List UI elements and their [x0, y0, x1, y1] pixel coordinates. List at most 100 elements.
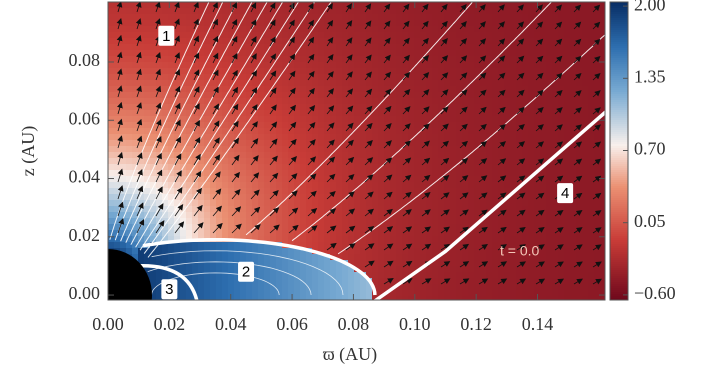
field-cell — [582, 152, 589, 159]
field-cell — [426, 254, 433, 261]
field-cell — [258, 170, 265, 177]
field-cell — [468, 56, 475, 63]
vector-arrow — [478, 244, 488, 251]
field-cell — [228, 50, 235, 57]
vector-arrow — [592, 261, 602, 268]
field-cell — [192, 206, 199, 213]
field-cell — [504, 254, 511, 261]
field-cell — [144, 146, 151, 153]
field-cell — [432, 50, 439, 57]
field-cell — [300, 8, 307, 15]
field-cell — [588, 206, 595, 213]
field-cell — [576, 32, 583, 39]
colorbar-cell — [610, 24, 628, 27]
field-cell — [546, 98, 553, 105]
field-cell — [168, 146, 175, 153]
field-cell — [258, 206, 265, 213]
field-cell — [228, 146, 235, 153]
field-cell — [420, 164, 427, 171]
field-cell — [348, 266, 355, 273]
field-cell — [534, 218, 541, 225]
colorbar-cell — [610, 132, 628, 135]
field-cell — [312, 284, 319, 291]
field-cell — [330, 200, 337, 207]
field-cell — [438, 140, 445, 147]
field-cell — [486, 38, 493, 45]
field-cell — [564, 134, 571, 141]
field-cell — [144, 140, 151, 147]
vector-arrow — [516, 192, 526, 200]
vector-arrow — [535, 38, 544, 47]
field-cell — [378, 194, 385, 201]
field-cell — [492, 176, 499, 183]
field-cell — [258, 158, 265, 165]
vector-arrow — [288, 2, 295, 13]
field-cell — [246, 152, 253, 159]
colorbar-cell — [610, 192, 628, 195]
field-cell — [594, 182, 601, 189]
field-cell — [318, 296, 325, 300]
field-cell — [480, 284, 487, 291]
field-cell — [444, 224, 451, 231]
vector-arrow — [117, 168, 124, 183]
field-cell — [540, 8, 547, 15]
field-cell — [354, 38, 361, 45]
field-cell — [558, 50, 565, 57]
field-cell — [408, 68, 415, 75]
field-cell — [198, 32, 205, 39]
field-cell — [300, 236, 307, 243]
field-cell — [582, 26, 589, 33]
field-cell — [360, 158, 367, 165]
vector-arrow — [459, 3, 467, 13]
field-cell — [174, 14, 181, 21]
field-cell — [504, 206, 511, 213]
field-cell — [234, 194, 241, 201]
field-cell — [330, 152, 337, 159]
field-cell — [456, 56, 463, 63]
field-cell — [504, 260, 511, 267]
colorbar-cell — [610, 242, 628, 245]
field-cell — [384, 32, 391, 39]
field-cell — [282, 50, 289, 57]
field-cell — [468, 158, 475, 165]
field-cell — [516, 248, 523, 255]
field-cell — [600, 44, 605, 51]
field-cell — [306, 194, 313, 201]
colorbar-cell — [610, 32, 628, 35]
field-cell — [312, 152, 319, 159]
field-cell — [534, 146, 541, 153]
field-cell — [348, 98, 355, 105]
field-cell — [546, 266, 553, 273]
field-cell — [174, 224, 181, 231]
field-cell — [558, 272, 565, 279]
colorbar-cell — [610, 58, 628, 61]
field-cell — [306, 206, 313, 213]
field-cell — [582, 68, 589, 75]
vector-arrow — [421, 140, 430, 149]
field-cell — [252, 230, 259, 237]
field-cell — [342, 290, 349, 297]
field-cell — [570, 92, 577, 99]
field-cell — [390, 200, 397, 207]
vector-arrow — [421, 174, 431, 183]
field-cell — [534, 182, 541, 189]
field-cell — [378, 86, 385, 93]
field-cell — [576, 272, 583, 279]
field-cell — [204, 266, 211, 273]
field-cell — [546, 242, 553, 249]
field-cell — [156, 254, 163, 261]
field-cell — [564, 176, 571, 183]
field-cell — [516, 110, 523, 117]
field-cell — [474, 224, 481, 231]
field-cell — [588, 188, 595, 195]
field-cell — [474, 152, 481, 159]
field-cell — [120, 80, 127, 87]
field-cell — [444, 266, 451, 273]
field-cell — [366, 182, 373, 189]
field-cell — [252, 248, 259, 255]
field-cell — [186, 8, 193, 15]
field-cell — [528, 32, 535, 39]
field-cell — [210, 194, 217, 201]
vector-arrow — [136, 85, 142, 98]
field-cell — [198, 254, 205, 261]
